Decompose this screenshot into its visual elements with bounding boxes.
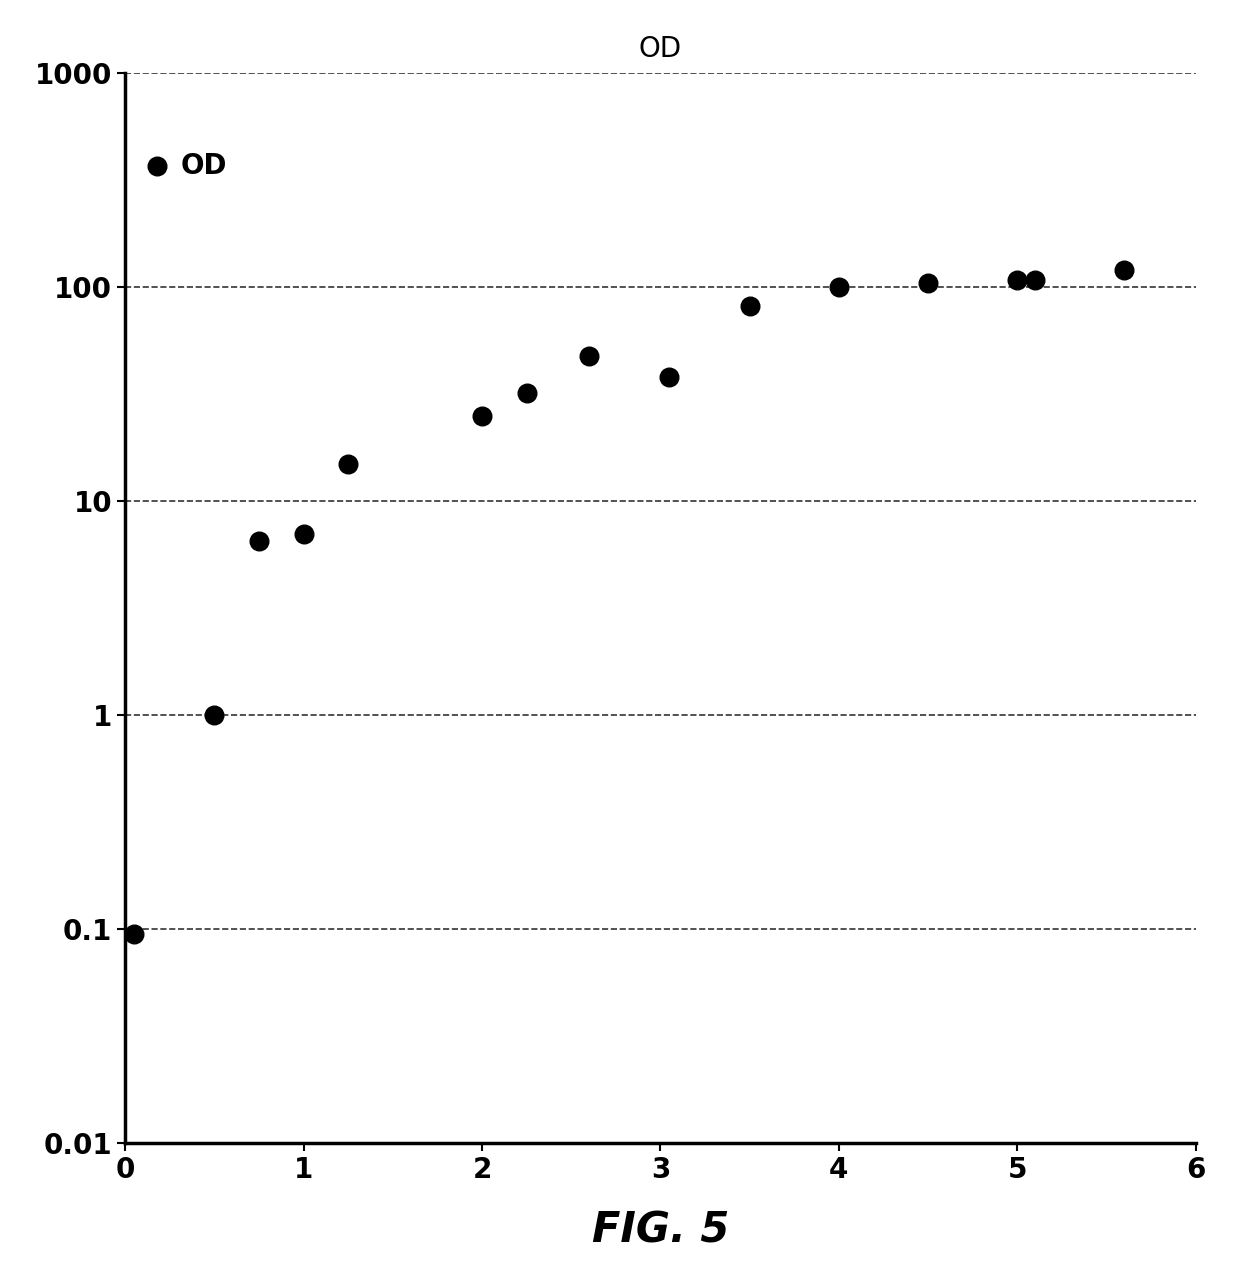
Point [918, 273, 937, 293]
Point [294, 525, 314, 545]
Point [1115, 260, 1135, 280]
Point [1007, 270, 1027, 291]
Point [205, 705, 224, 725]
Point [828, 276, 848, 297]
Point [124, 923, 144, 944]
Point [579, 345, 599, 365]
Text: OD: OD [181, 152, 227, 180]
Point [1025, 270, 1045, 291]
X-axis label: FIG. 5: FIG. 5 [591, 1209, 729, 1251]
Point [660, 367, 680, 387]
Point [249, 531, 269, 552]
Point [148, 156, 167, 176]
Point [339, 453, 358, 473]
Point [517, 383, 537, 404]
Title: OD: OD [639, 35, 682, 63]
Point [472, 406, 492, 427]
Point [740, 296, 760, 316]
